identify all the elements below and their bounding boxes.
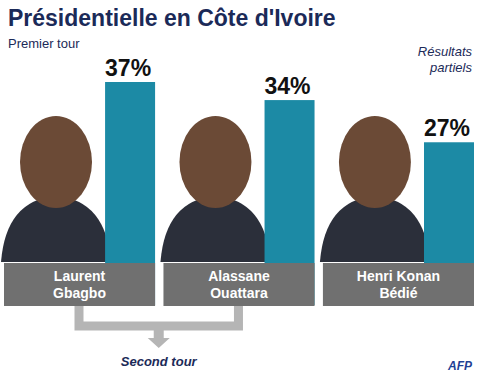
data-labels: 37% 34% 27% <box>105 55 470 141</box>
name-box <box>323 263 474 306</box>
category-label: Henri KonanBédié <box>357 268 440 301</box>
data-label: 37% <box>105 55 151 81</box>
chart-svg: Présidentielle en Côte d'Ivoire Premier t… <box>0 0 480 380</box>
bars <box>105 82 474 305</box>
name-boxes: LaurentGbagbo AlassaneOuattara Henri Konan… <box>4 263 474 306</box>
data-label: 27% <box>424 115 470 141</box>
title: Présidentielle en Côte d'Ivoire <box>8 5 336 31</box>
background <box>0 0 480 380</box>
portrait-head <box>179 116 251 208</box>
annotation-line: Résultats <box>418 44 473 59</box>
source: AFP <box>447 359 473 373</box>
name-box <box>163 263 314 306</box>
category-label-line: Laurent <box>54 268 106 284</box>
portrait-head <box>20 116 92 208</box>
annotation: Résultatspartiels <box>418 44 473 75</box>
chart-container: Présidentielle en Côte d'Ivoire Premier t… <box>0 0 480 380</box>
category-label-line: Alassane <box>208 268 270 284</box>
name-box <box>4 263 155 306</box>
bracket <box>79 306 238 326</box>
subtitle: Premier tour <box>8 36 80 51</box>
portrait-head <box>339 116 411 208</box>
category-label-line: Henri Konan <box>357 268 440 284</box>
bracket-arrow <box>148 326 170 348</box>
category-label-line: Bédié <box>379 285 417 301</box>
annotation-line: partiels <box>429 60 472 75</box>
page: Présidentielle en Côte d'Ivoire Premier t… <box>0 0 480 380</box>
category-label: AlassaneOuattara <box>208 268 270 301</box>
annotation: Second tour <box>121 354 198 369</box>
portraits <box>1 116 430 262</box>
data-label: 34% <box>265 73 311 99</box>
portrait <box>1 116 111 262</box>
portrait <box>320 116 430 262</box>
portrait <box>160 116 270 262</box>
category-label-line: Ouattara <box>210 285 268 301</box>
category-label: LaurentGbagbo <box>53 268 106 301</box>
category-label-line: Gbagbo <box>53 285 106 301</box>
